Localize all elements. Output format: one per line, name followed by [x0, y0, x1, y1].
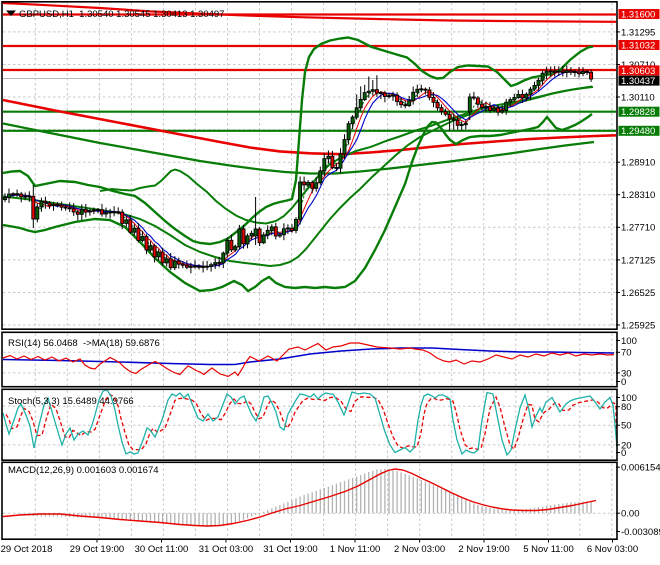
svg-text:1.31032: 1.31032: [621, 40, 655, 51]
svg-text:1 Nov 11:00: 1 Nov 11:00: [330, 544, 381, 555]
svg-text:29 Oct 19:00: 29 Oct 19:00: [70, 544, 124, 555]
svg-text:1.29480: 1.29480: [621, 126, 655, 137]
svg-text:0: 0: [621, 377, 626, 388]
svg-text:0.00: 0.00: [621, 509, 640, 520]
svg-text:70: 70: [621, 348, 632, 359]
svg-text:100: 100: [621, 336, 637, 347]
svg-text:Stoch(5,3,3) 15.6489 44.9766: Stoch(5,3,3) 15.6489 44.9766: [8, 396, 134, 407]
svg-text:1.28910: 1.28910: [621, 158, 655, 169]
svg-text:80: 80: [621, 402, 632, 413]
svg-text:1.27125: 1.27125: [621, 255, 655, 266]
svg-text:MACD(12,26,9) 0.001603 0.00167: MACD(12,26,9) 0.001603 0.001674: [8, 465, 159, 476]
svg-text:1.26525: 1.26525: [621, 288, 655, 299]
svg-text:100: 100: [621, 393, 637, 404]
svg-text:RSI(14) 56.0468 ->MA(18) 59.6: RSI(14) 56.0468 ->MA(18) 59.6876: [8, 338, 160, 349]
svg-text:1.27710: 1.27710: [621, 223, 655, 234]
svg-text:2 Nov 19:00: 2 Nov 19:00: [458, 544, 509, 555]
svg-text:1.29828: 1.29828: [621, 107, 655, 118]
svg-text:GBPUSD,H1 1.30540 1.30545 1.3: GBPUSD,H1 1.30540 1.30545 1.30413 1.3049…: [19, 9, 224, 20]
svg-text:1.31295: 1.31295: [621, 27, 655, 38]
svg-text:2 Nov 03:00: 2 Nov 03:00: [394, 544, 445, 555]
svg-text:31 Oct 19:00: 31 Oct 19:00: [263, 544, 317, 555]
svg-text:6 Nov 03:00: 6 Nov 03:00: [587, 544, 638, 555]
svg-text:-0.003089: -0.003089: [621, 527, 660, 538]
svg-text:31 Oct 03:00: 31 Oct 03:00: [199, 544, 253, 555]
svg-text:1.30110: 1.30110: [621, 92, 655, 103]
svg-text:30: 30: [621, 368, 632, 379]
svg-text:0: 0: [621, 448, 626, 459]
svg-text:5 Nov 11:00: 5 Nov 11:00: [523, 544, 574, 555]
svg-text:1.25925: 1.25925: [621, 320, 655, 331]
svg-text:1.31600: 1.31600: [621, 9, 655, 20]
svg-text:20: 20: [621, 440, 632, 451]
svg-text:1.30437: 1.30437: [621, 76, 655, 87]
svg-text:30 Oct 11:00: 30 Oct 11:00: [135, 544, 189, 555]
svg-text:1.28310: 1.28310: [621, 190, 655, 201]
svg-text:29 Oct 2018: 29 Oct 2018: [1, 544, 53, 555]
svg-text:1.30603: 1.30603: [621, 66, 655, 77]
svg-text:50: 50: [621, 421, 632, 432]
svg-text:0.006154: 0.006154: [621, 463, 660, 474]
